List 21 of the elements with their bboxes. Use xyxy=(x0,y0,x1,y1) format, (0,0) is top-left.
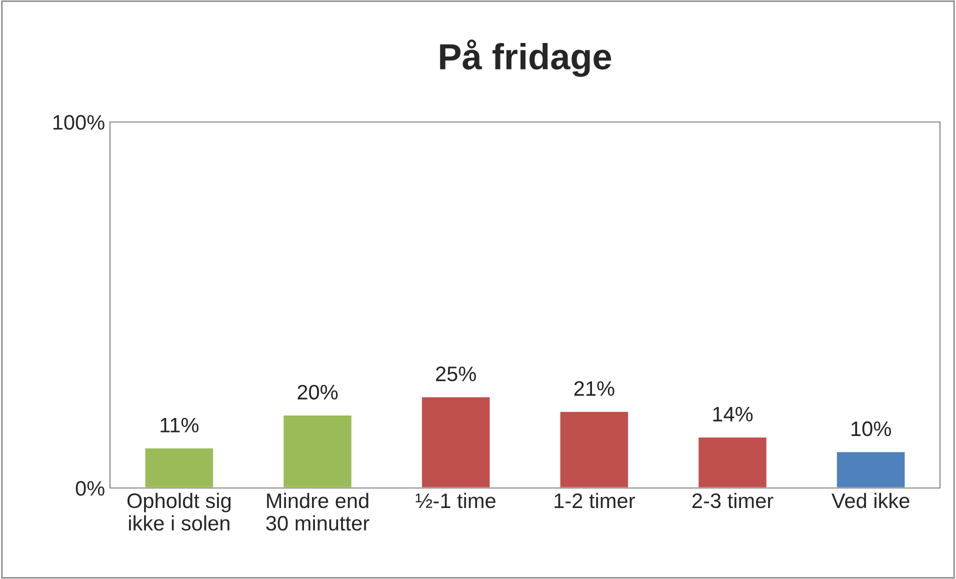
x-tick-label: ½-1 time xyxy=(416,492,496,508)
data-label: 21% xyxy=(574,381,614,396)
bar xyxy=(697,436,768,488)
bar xyxy=(558,410,630,488)
y-tick-label: 100% xyxy=(53,115,104,130)
data-label: 10% xyxy=(852,421,891,436)
data-label: 20% xyxy=(298,384,338,400)
y-tick-label: 0% xyxy=(76,481,104,496)
data-label: 14% xyxy=(713,406,753,422)
bar xyxy=(144,447,214,488)
data-label: 25% xyxy=(436,366,476,382)
x-tick-label: Mindre end 30 minutter xyxy=(266,492,370,531)
data-label: 11% xyxy=(160,418,199,432)
x-tick-label: 2-3 timer xyxy=(692,492,774,508)
x-tick-label: Opholdt sig ikke i solen xyxy=(127,492,231,531)
bar xyxy=(420,396,492,488)
bar xyxy=(282,414,353,488)
bar xyxy=(836,450,906,488)
x-tick-label: 1-2 timer xyxy=(554,492,635,508)
x-tick-label: Ved ikke xyxy=(832,492,910,508)
chart-title: På fridage xyxy=(440,40,612,77)
